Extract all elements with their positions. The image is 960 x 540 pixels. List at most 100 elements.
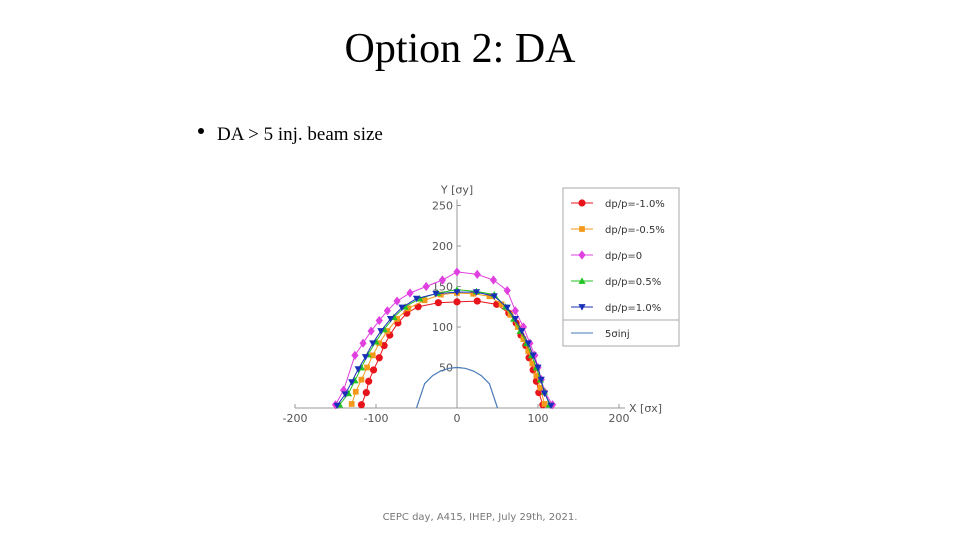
point (362, 389, 370, 397)
legend-label: dp/p=0.5% (605, 277, 661, 288)
point (489, 275, 498, 285)
point (511, 306, 519, 316)
point (438, 275, 447, 285)
point (333, 402, 341, 410)
point (537, 384, 544, 391)
point (369, 352, 376, 359)
point (393, 296, 401, 306)
bullet-dot (198, 128, 204, 134)
point (384, 328, 391, 334)
y-tick-label: 250 (432, 200, 453, 213)
point (529, 352, 537, 359)
slide-title: Option 2: DA (345, 26, 577, 72)
point (364, 364, 370, 371)
legend-label: dp/p=-0.5% (605, 225, 665, 236)
point (453, 267, 461, 277)
y-tick-label: 100 (432, 321, 453, 334)
point (547, 402, 555, 410)
legend-label: dp/p=-1.0% (605, 199, 665, 210)
footer: CEPC day, A415, IHEP, July 29th, 2021. (383, 512, 578, 523)
x-tick-label: -100 (364, 412, 389, 425)
point (348, 379, 356, 386)
point (473, 297, 481, 305)
point (453, 289, 461, 296)
point (354, 366, 362, 373)
point (529, 360, 536, 367)
y-tick-label: 50 (439, 362, 453, 375)
point (348, 401, 355, 407)
point (578, 304, 586, 311)
point (503, 285, 511, 296)
series-line (336, 291, 552, 406)
point (578, 277, 586, 284)
point (398, 304, 406, 312)
x-tick-label: 200 (609, 412, 630, 425)
point (359, 338, 367, 348)
point (518, 328, 526, 335)
legend-label: dp/p=1.0% (605, 303, 661, 314)
point (421, 297, 428, 304)
point (533, 372, 540, 379)
point (376, 340, 383, 347)
point (453, 298, 461, 306)
point (473, 269, 481, 279)
point (412, 295, 421, 303)
point (524, 340, 532, 347)
point (380, 342, 388, 350)
point (520, 336, 527, 343)
point (432, 290, 440, 298)
point (437, 291, 444, 298)
x-tick-label: 0 (454, 412, 461, 425)
point (534, 364, 542, 372)
legend-box (562, 187, 680, 347)
legend-label: 5σinj (605, 329, 630, 340)
point (357, 401, 366, 409)
point (540, 390, 549, 398)
y-tick-label: 200 (432, 240, 453, 253)
point (394, 316, 400, 322)
point (434, 299, 442, 307)
point (406, 288, 414, 298)
point (383, 306, 391, 316)
point (525, 348, 532, 355)
point (365, 377, 373, 385)
point (352, 388, 359, 395)
series-line (415, 366, 499, 409)
point (405, 305, 412, 312)
point (537, 376, 545, 384)
point (490, 293, 498, 300)
point (361, 354, 370, 361)
x-tick-label: 100 (528, 412, 549, 425)
x-tick-label: -200 (283, 412, 308, 425)
point (341, 391, 349, 398)
legend-label: dp/p=0 (605, 251, 642, 262)
legend: dp/p=-1.0% dp/p=-0.5% dp/p=0 dp/p=0.5% dp/p=… (562, 187, 680, 347)
x-axis-label: X [σx] (629, 402, 662, 415)
point (486, 293, 493, 300)
point (386, 316, 395, 323)
point (511, 316, 519, 323)
point (369, 340, 377, 347)
point (367, 326, 375, 336)
point (422, 281, 430, 292)
point (503, 304, 511, 312)
point (541, 401, 548, 407)
point (375, 354, 383, 362)
point (375, 315, 383, 326)
point (535, 389, 543, 397)
point (377, 328, 385, 335)
point (578, 250, 586, 260)
y-axis-label: Y [σy] (440, 184, 473, 197)
point (369, 366, 378, 374)
point (351, 350, 359, 360)
point (579, 226, 585, 232)
point (498, 301, 505, 308)
point (340, 385, 348, 395)
point (472, 289, 481, 296)
point (358, 376, 365, 383)
bullet-text: DA > 5 inj. beam size (217, 124, 383, 145)
point (578, 199, 586, 207)
